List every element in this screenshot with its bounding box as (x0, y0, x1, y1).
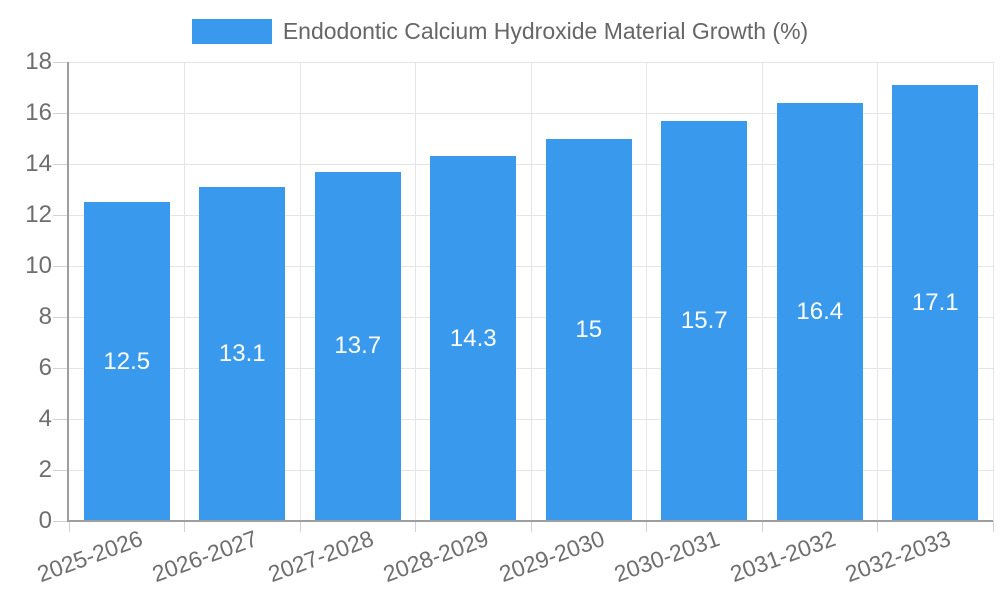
x-tick-mark (415, 521, 416, 532)
x-axis-line (67, 520, 993, 522)
y-tick-mark (53, 418, 69, 420)
y-tick-mark (53, 520, 69, 522)
bar-2029-2030: 15 (545, 138, 632, 521)
x-tick-mark (992, 521, 994, 532)
x-tick-mark (184, 521, 185, 532)
x-tick-mark (299, 521, 301, 532)
bar-value-label: 14.3 (449, 324, 497, 352)
bar-value-label: 15 (575, 315, 603, 343)
y-tick-mark (53, 163, 69, 165)
bar-2026-2027: 13.1 (199, 186, 286, 521)
bar-2032-2033: 17.1 (892, 84, 979, 521)
x-tick-mark (68, 521, 70, 532)
v-gridline (646, 62, 647, 521)
v-gridline (415, 62, 416, 521)
x-tick-mark (530, 521, 532, 532)
y-tick-mark (53, 265, 69, 267)
y-tick-label: 0 (38, 507, 52, 534)
v-gridline (877, 62, 878, 521)
y-tick-label: 2 (38, 456, 52, 483)
bar-value-label: 12.5 (103, 347, 151, 375)
y-tick-mark (53, 367, 69, 369)
v-gridline (299, 62, 301, 521)
x-tick-mark (646, 521, 647, 532)
bar-value-label: 15.7 (680, 306, 728, 334)
bar-2031-2032: 16.4 (776, 102, 863, 521)
x-tick-mark (877, 521, 878, 532)
y-tick-label: 6 (38, 354, 52, 381)
v-gridline (992, 62, 994, 521)
y-tick-mark (53, 316, 69, 318)
y-tick-label: 10 (25, 252, 52, 279)
y-tick-label: 8 (38, 303, 52, 330)
y-tick-label: 16 (25, 99, 52, 126)
y-axis-line (67, 62, 69, 522)
v-gridline (530, 62, 532, 521)
y-tick-mark (53, 112, 69, 114)
y-tick-mark (53, 214, 69, 216)
v-gridline (184, 62, 185, 521)
chart-legend[interactable]: Endodontic Calcium Hydroxide Material Gr… (0, 18, 1000, 45)
bar-value-label: 13.1 (218, 339, 266, 367)
bar-2025-2026: 12.5 (83, 202, 170, 521)
bar-value-label: 17.1 (911, 288, 959, 316)
y-tick-mark (53, 469, 69, 471)
bar-value-label: 13.7 (334, 332, 382, 360)
y-tick-label: 12 (25, 201, 52, 228)
y-tick-label: 18 (25, 48, 52, 75)
x-tick-mark (761, 521, 763, 532)
y-tick-label: 14 (25, 150, 52, 177)
bar-2027-2028: 13.7 (314, 171, 401, 521)
legend-title: Endodontic Calcium Hydroxide Material Gr… (282, 18, 809, 44)
bar-2028-2029: 14.3 (430, 156, 517, 521)
bar-value-label: 16.4 (796, 297, 844, 325)
y-tick-mark (53, 61, 69, 63)
legend-swatch (191, 19, 272, 44)
v-gridline (761, 62, 763, 521)
bar-2030-2031: 15.7 (661, 120, 748, 521)
y-tick-label: 4 (38, 405, 52, 432)
